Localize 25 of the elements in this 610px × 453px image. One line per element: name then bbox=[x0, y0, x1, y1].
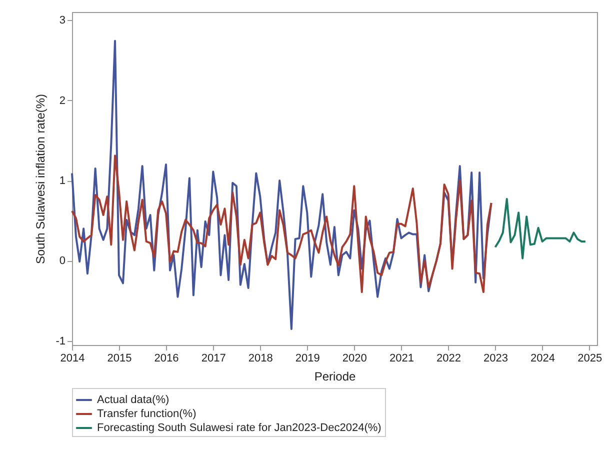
line-series bbox=[71, 40, 492, 330]
x-tick-label: 2023 bbox=[484, 352, 508, 364]
y-tick-label: 3 bbox=[59, 14, 66, 27]
x-tick-label: 2022 bbox=[436, 352, 462, 364]
x-tick-label: 2018 bbox=[248, 352, 273, 364]
x-tick-label: 2015 bbox=[107, 352, 132, 364]
line-series bbox=[71, 154, 492, 294]
x-tick-label: 2014 bbox=[60, 352, 85, 364]
x-tick-label: 2020 bbox=[342, 352, 367, 364]
y-tick-label: -1 bbox=[56, 335, 66, 348]
x-tick-label: 2019 bbox=[295, 352, 320, 364]
legend-label: Transfer function(%) bbox=[97, 408, 196, 420]
y-tick-label: 1 bbox=[59, 175, 66, 188]
x-tick-label: 2021 bbox=[390, 352, 414, 364]
x-tick-label: 2025 bbox=[578, 352, 602, 364]
y-tick-label: 0 bbox=[59, 255, 66, 268]
x-tick-label: 2016 bbox=[154, 352, 179, 364]
legend-label: Forecasting South Sulawesi rate for Jan2023-Dec2024(%) bbox=[97, 422, 382, 434]
x-tick-label: 2024 bbox=[530, 352, 556, 364]
y-axis-title: South Sulawesi inflation rate(%) bbox=[34, 94, 48, 264]
x-tick-label: 2017 bbox=[201, 352, 226, 364]
y-tick-label: 2 bbox=[59, 94, 66, 107]
legend-label: Actual data(%) bbox=[97, 394, 170, 406]
line-series bbox=[494, 198, 586, 260]
x-axis-title: Periode bbox=[314, 370, 356, 384]
